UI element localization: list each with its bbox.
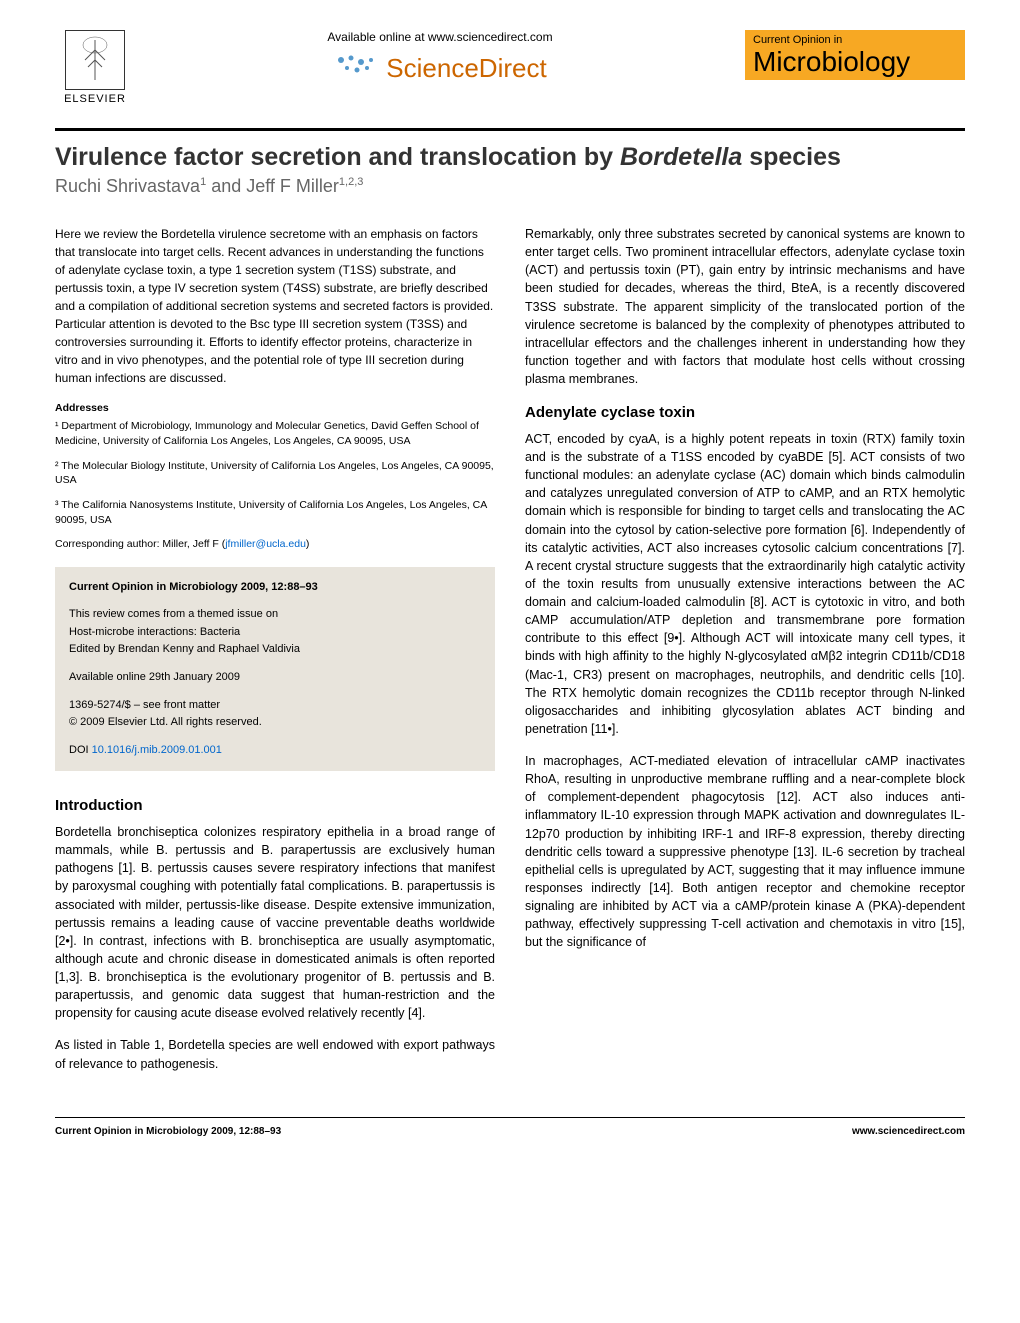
sciencedirect-brand: ScienceDirect	[135, 52, 745, 85]
author-1: Ruchi Shrivastava	[55, 176, 200, 196]
doi-label: DOI	[69, 744, 92, 756]
author-separator: and Jeff F Miller	[206, 176, 339, 196]
article-title: Virulence factor secretion and transloca…	[55, 143, 965, 172]
corr-label: Corresponding author: Miller, Jeff F (	[55, 538, 225, 550]
intro-paragraph-1: Bordetella bronchiseptica colonizes resp…	[55, 823, 495, 1022]
footer-right: www.sciencedirect.com	[852, 1126, 965, 1137]
header-divider	[55, 128, 965, 131]
sciencedirect-dots-icon	[333, 52, 378, 85]
addresses-heading: Addresses	[55, 401, 495, 416]
affiliation-3: ³ The California Nanosystems Institute, …	[55, 498, 495, 527]
corr-close: )	[306, 538, 310, 550]
pub-journal-text: Current Opinion in Microbiology 2009, 12…	[69, 581, 318, 593]
corr-email-link[interactable]: jfmiller@ucla.edu	[225, 538, 306, 550]
center-header: Available online at www.sciencedirect.co…	[135, 30, 745, 85]
abstract-text: Here we review the Bordetella virulence …	[55, 225, 495, 387]
left-column: Here we review the Bordetella virulence …	[55, 225, 495, 1087]
pub-issn: 1369-5274/$ – see front matter	[69, 697, 481, 715]
intro-paragraph-2: As listed in Table 1, Bordetella species…	[55, 1036, 495, 1072]
sciencedirect-text: ScienceDirect	[386, 53, 546, 84]
affiliation-1: ¹ Department of Microbiology, Immunology…	[55, 419, 495, 448]
pub-doi: DOI 10.1016/j.mib.2009.01.001	[69, 742, 481, 760]
right-column: Remarkably, only three substrates secret…	[525, 225, 965, 1087]
affiliation-2: ² The Molecular Biology Institute, Unive…	[55, 459, 495, 488]
available-online-text: Available online at www.sciencedirect.co…	[135, 30, 745, 44]
author-2-sup: 1,2,3	[339, 176, 363, 188]
two-column-layout: Here we review the Bordetella virulence …	[55, 225, 965, 1087]
footer-left: Current Opinion in Microbiology 2009, 12…	[55, 1126, 281, 1137]
doi-link[interactable]: 10.1016/j.mib.2009.01.001	[92, 744, 222, 756]
corresponding-author: Corresponding author: Miller, Jeff F (jf…	[55, 537, 495, 552]
title-text-italic: Bordetella	[620, 143, 742, 171]
elsevier-label: ELSEVIER	[64, 93, 126, 105]
journal-badge: Current Opinion in Microbiology	[745, 30, 965, 80]
themed-line-1: This review comes from a themed issue on	[69, 606, 481, 624]
elsevier-logo: ELSEVIER	[55, 30, 135, 120]
themed-line-2: Host-microbe interactions: Bacteria	[69, 624, 481, 642]
act-heading: Adenylate cyclase toxin	[525, 402, 965, 424]
page-footer: Current Opinion in Microbiology 2009, 12…	[55, 1117, 965, 1137]
col2-paragraph-1: Remarkably, only three substrates secret…	[525, 225, 965, 388]
publication-info-box: Current Opinion in Microbiology 2009, 12…	[55, 567, 495, 772]
themed-line-3: Edited by Brendan Kenny and Raphael Vald…	[69, 641, 481, 659]
pub-copyright: © 2009 Elsevier Ltd. All rights reserved…	[69, 714, 481, 732]
pub-journal-line: Current Opinion in Microbiology 2009, 12…	[69, 579, 481, 597]
badge-top-text: Current Opinion in	[753, 34, 957, 46]
title-text-plain: Virulence factor secretion and transloca…	[55, 143, 620, 171]
introduction-heading: Introduction	[55, 795, 495, 817]
page-header: ELSEVIER Available online at www.science…	[55, 30, 965, 120]
act-paragraph-2: In macrophages, ACT-mediated elevation o…	[525, 752, 965, 951]
badge-journal-text: Microbiology	[753, 48, 957, 76]
pub-themed: This review comes from a themed issue on…	[69, 606, 481, 659]
act-paragraph-1: ACT, encoded by cyaA, is a highly potent…	[525, 430, 965, 738]
elsevier-tree-icon	[65, 30, 125, 90]
pub-available-online: Available online 29th January 2009	[69, 669, 481, 687]
title-text-suffix: species	[742, 143, 841, 171]
authors-line: Ruchi Shrivastava1 and Jeff F Miller1,2,…	[55, 176, 965, 197]
